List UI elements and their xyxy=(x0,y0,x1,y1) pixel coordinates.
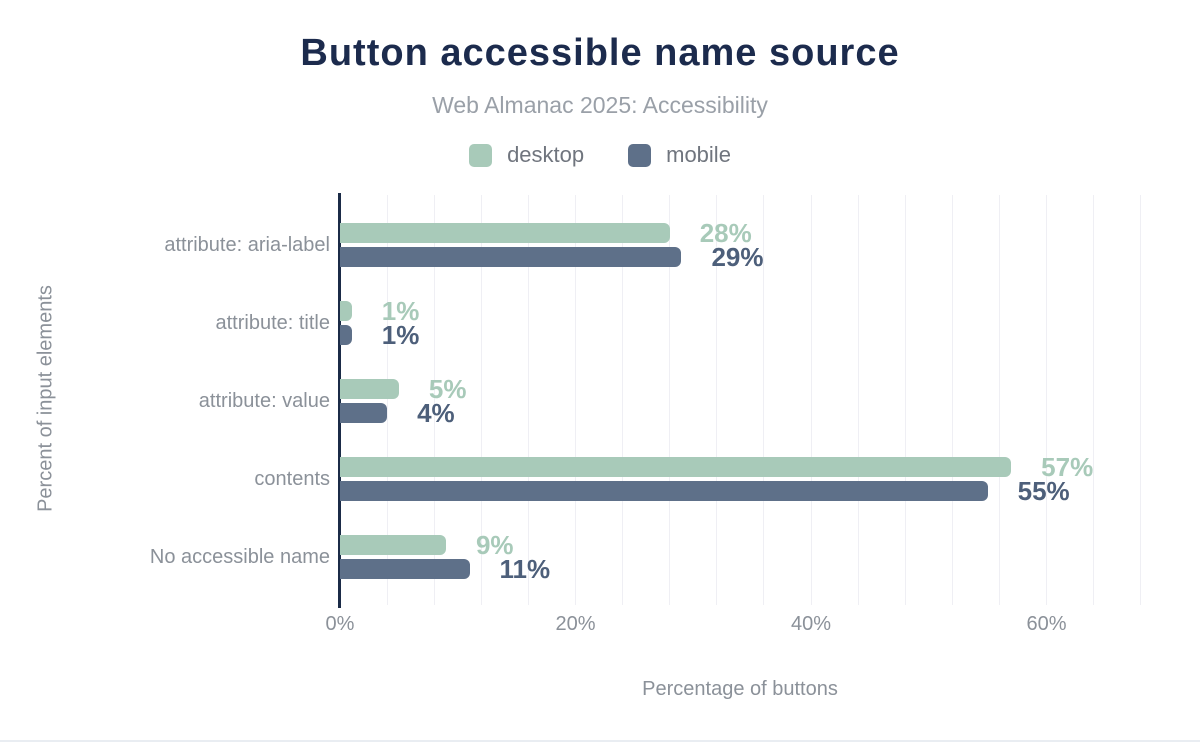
bar-value-mobile: 1% xyxy=(381,320,420,350)
bar-value-mobile: 11% xyxy=(499,554,551,584)
mobile-swatch-icon xyxy=(628,143,652,167)
gridline xyxy=(951,195,953,605)
gridline xyxy=(527,195,529,605)
x-tick-label: 0% xyxy=(325,613,355,635)
bar-desktop-3 xyxy=(340,457,1012,477)
chart-subtitle: Web Almanac 2025: Accessibility xyxy=(432,92,768,118)
bar-value-desktop: 1% xyxy=(381,296,420,326)
bar-value-desktop: 5% xyxy=(428,374,467,404)
bar-desktop-4 xyxy=(340,535,446,555)
gridline xyxy=(998,195,1000,605)
bar-desktop-1 xyxy=(340,301,352,321)
bar-desktop-2 xyxy=(340,379,399,399)
bar-mobile-1 xyxy=(340,325,352,345)
gridline xyxy=(622,195,624,605)
x-tick-label: 20% xyxy=(555,613,596,635)
category-label: No accessible name xyxy=(149,546,330,568)
gridline xyxy=(575,195,576,605)
gridline xyxy=(1140,195,1142,605)
gridline xyxy=(716,195,718,605)
legend-item-desktop: desktop xyxy=(469,142,584,168)
category-label: attribute: aria-label xyxy=(164,234,330,256)
gridline xyxy=(433,195,435,605)
gridline xyxy=(810,195,812,605)
gridline xyxy=(763,195,765,605)
category-label: attribute: value xyxy=(198,390,330,412)
desktop-swatch-icon xyxy=(469,143,493,167)
category-label: contents xyxy=(254,468,330,490)
x-axis-title: Percentage of buttons xyxy=(642,678,838,700)
bar-mobile-2 xyxy=(340,403,388,423)
x-tick-label: 60% xyxy=(1026,613,1067,635)
bar-value-mobile: 4% xyxy=(417,398,455,428)
x-tick-label: 40% xyxy=(790,613,832,635)
bar-value-mobile: 29% xyxy=(711,242,764,272)
chart-title: Button accessible name source xyxy=(300,32,900,74)
gridline xyxy=(669,195,671,605)
bar-mobile-3 xyxy=(340,481,988,501)
bar-value-mobile: 55% xyxy=(1017,476,1070,506)
legend: desktop mobile xyxy=(0,142,1200,168)
gridline xyxy=(904,195,906,605)
gridline xyxy=(480,195,482,605)
category-label: attribute: title xyxy=(215,312,330,334)
bottom-divider xyxy=(0,740,1200,742)
bar-value-desktop: 57% xyxy=(1041,452,1094,482)
bar-value-desktop: 28% xyxy=(699,218,752,248)
gridline xyxy=(1046,195,1047,605)
gridline xyxy=(386,195,388,605)
bar-value-desktop: 9% xyxy=(475,530,514,560)
bar-desktop-0 xyxy=(340,223,670,243)
legend-label-desktop: desktop xyxy=(507,142,585,167)
y-axis-line xyxy=(338,193,341,608)
legend-item-mobile: mobile xyxy=(628,142,731,168)
y-axis-title: Percent of input elements xyxy=(34,285,57,512)
bar-mobile-4 xyxy=(340,559,470,579)
gridline xyxy=(857,195,859,605)
bar-mobile-0 xyxy=(340,247,682,267)
gridline xyxy=(1093,195,1095,605)
legend-label-mobile: mobile xyxy=(666,142,731,167)
